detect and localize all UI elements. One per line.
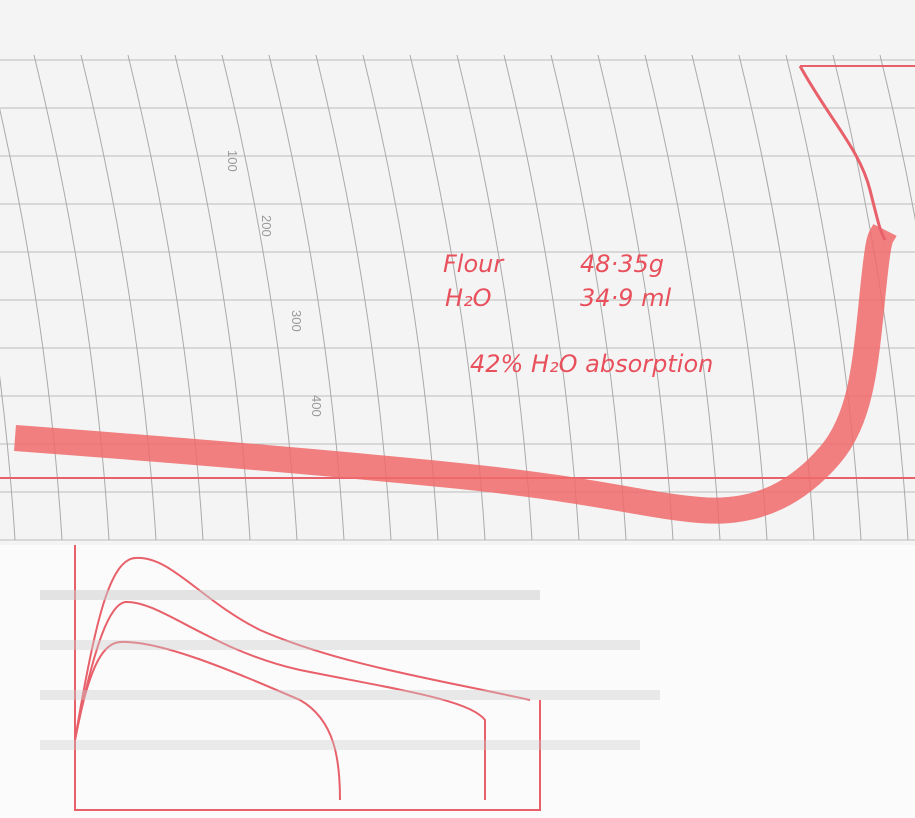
faded-line: [40, 690, 660, 700]
water-label: H₂O: [445, 284, 492, 312]
scale-label: 200: [259, 215, 274, 237]
scale-label: 400: [309, 395, 324, 417]
flour-value: 48·35g: [580, 250, 664, 278]
faded-line: [40, 740, 640, 750]
scale-label: 300: [289, 310, 304, 332]
page: Flour 48·35g H₂O 34·9 ml 42% H₂O absorpt…: [0, 0, 915, 818]
water-value: 34·9 ml: [580, 284, 671, 312]
flour-label: Flour: [443, 250, 505, 278]
absorption-note: 42% H₂O absorption: [470, 350, 713, 378]
farinogram-scan: Flour 48·35g H₂O 34·9 ml 42% H₂O absorpt…: [0, 0, 915, 818]
faded-line: [40, 640, 640, 650]
faded-line: [40, 590, 540, 600]
scale-label: 100: [225, 150, 240, 172]
